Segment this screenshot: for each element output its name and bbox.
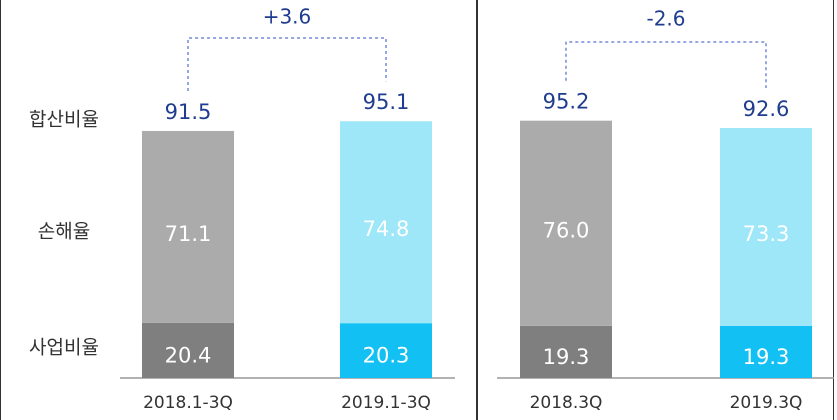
- total-label: 95.1: [363, 90, 410, 114]
- row-label: 합산비율: [29, 109, 99, 131]
- total-label: 92.6: [743, 97, 790, 121]
- data-label: 20.4: [165, 343, 212, 367]
- bar-segment: [142, 130, 234, 323]
- bar-segment: [520, 325, 612, 378]
- bar-segment: [720, 127, 812, 326]
- data-label: 19.3: [743, 345, 790, 369]
- change-annotation: +3.6: [263, 5, 312, 29]
- x-tick-label: 2018.3Q: [530, 393, 603, 413]
- row-label: 사업비율: [29, 337, 99, 359]
- data-label: 20.3: [363, 344, 410, 368]
- x-tick-label: 2019.1-3Q: [341, 393, 431, 413]
- data-label: 74.8: [363, 217, 410, 241]
- bar-segment: [142, 322, 234, 378]
- data-label: 19.3: [543, 345, 590, 369]
- x-tick-label: 2018.1-3Q: [143, 393, 233, 413]
- change-annotation: -2.6: [646, 7, 685, 31]
- bar-segment: [340, 323, 432, 378]
- panel-frame: [477, 0, 834, 420]
- change-bracket: [565, 41, 767, 88]
- change-bracket: [187, 37, 387, 91]
- bar-segment: [340, 121, 432, 324]
- data-label: 76.0: [543, 218, 590, 242]
- row-label: 손해율: [38, 221, 90, 243]
- data-label: 73.3: [743, 222, 790, 246]
- panel-frame: [0, 0, 477, 420]
- bar-segment: [520, 120, 612, 326]
- total-label: 91.5: [165, 100, 212, 124]
- data-label: 71.1: [165, 222, 212, 246]
- total-label: 95.2: [543, 90, 590, 114]
- x-tick-label: 2019.3Q: [730, 393, 803, 413]
- bar-segment: [720, 325, 812, 378]
